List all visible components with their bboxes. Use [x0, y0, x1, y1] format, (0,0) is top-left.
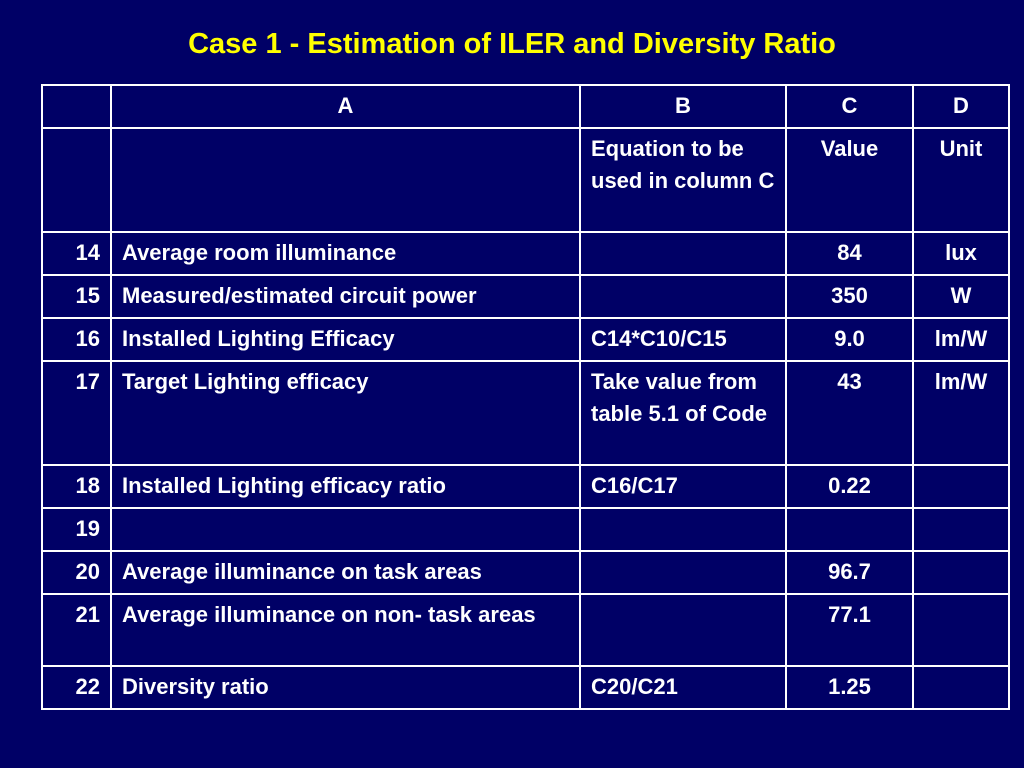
- row-unit: W: [912, 274, 1010, 319]
- table-row: 21 Average illuminance on non- task area…: [41, 593, 1010, 667]
- row-number: 17: [41, 360, 112, 466]
- row-equation: [579, 231, 787, 276]
- table-row: 20 Average illuminance on task areas 96.…: [41, 550, 1010, 595]
- row-description: Average illuminance on task areas: [110, 550, 581, 595]
- row-value: 84: [785, 231, 914, 276]
- row-value: [785, 507, 914, 552]
- row-number: 21: [41, 593, 112, 667]
- row-description: Measured/estimated circuit power: [110, 274, 581, 319]
- row-unit: [912, 507, 1010, 552]
- subheader-value-label: Value: [785, 127, 914, 233]
- row-description: Installed Lighting Efficacy: [110, 317, 581, 362]
- row-unit: [912, 464, 1010, 509]
- row-number: 20: [41, 550, 112, 595]
- table-row: 16 Installed Lighting Efficacy C14*C10/C…: [41, 317, 1010, 362]
- table-row: 18 Installed Lighting efficacy ratio C16…: [41, 464, 1010, 509]
- row-equation: [579, 274, 787, 319]
- row-description: Installed Lighting efficacy ratio: [110, 464, 581, 509]
- row-unit: lm/W: [912, 360, 1010, 466]
- row-unit: [912, 593, 1010, 667]
- row-number: 16: [41, 317, 112, 362]
- row-value: 43: [785, 360, 914, 466]
- row-equation: C16/C17: [579, 464, 787, 509]
- iler-table: A B C D Equation to be used in column C …: [41, 84, 1010, 710]
- subheader-unit-label: Unit: [912, 127, 1010, 233]
- header-col-a: A: [110, 84, 581, 129]
- row-equation: Take value from table 5.1 of Code: [579, 360, 787, 466]
- slide-title: Case 1 - Estimation of ILER and Diversit…: [188, 28, 836, 60]
- row-value: 350: [785, 274, 914, 319]
- subheader-equation-label: Equation to be used in column C: [579, 127, 787, 233]
- row-value: 0.22: [785, 464, 914, 509]
- row-description: Target Lighting efficacy: [110, 360, 581, 466]
- row-equation: [579, 593, 787, 667]
- table-row: 19: [41, 507, 1010, 552]
- row-description: [110, 507, 581, 552]
- subheader-col-a: [110, 127, 581, 233]
- row-number: 22: [41, 665, 112, 710]
- row-equation: C14*C10/C15: [579, 317, 787, 362]
- table-row: 15 Measured/estimated circuit power 350 …: [41, 274, 1010, 319]
- table-row: 14 Average room illuminance 84 lux: [41, 231, 1010, 276]
- row-description: Average room illuminance: [110, 231, 581, 276]
- column-header-row: A B C D: [41, 84, 1010, 129]
- table-row: 22 Diversity ratio C20/C21 1.25: [41, 665, 1010, 710]
- row-number: 15: [41, 274, 112, 319]
- row-value: 77.1: [785, 593, 914, 667]
- row-number: 18: [41, 464, 112, 509]
- header-col-c: C: [785, 84, 914, 129]
- row-number: 19: [41, 507, 112, 552]
- row-unit: lux: [912, 231, 1010, 276]
- row-description: Average illuminance on non- task areas: [110, 593, 581, 667]
- row-unit: lm/W: [912, 317, 1010, 362]
- subheader-rownum-cell: [41, 127, 112, 233]
- row-value: 1.25: [785, 665, 914, 710]
- row-value: 9.0: [785, 317, 914, 362]
- row-value: 96.7: [785, 550, 914, 595]
- header-col-b: B: [579, 84, 787, 129]
- row-equation: [579, 550, 787, 595]
- row-unit: [912, 665, 1010, 710]
- header-col-d: D: [912, 84, 1010, 129]
- row-unit: [912, 550, 1010, 595]
- row-equation: C20/C21: [579, 665, 787, 710]
- row-description: Diversity ratio: [110, 665, 581, 710]
- row-equation: [579, 507, 787, 552]
- header-rownum-cell: [41, 84, 112, 129]
- subheader-row: Equation to be used in column C Value Un…: [41, 127, 1010, 233]
- row-number: 14: [41, 231, 112, 276]
- table-row: 17 Target Lighting efficacy Take value f…: [41, 360, 1010, 466]
